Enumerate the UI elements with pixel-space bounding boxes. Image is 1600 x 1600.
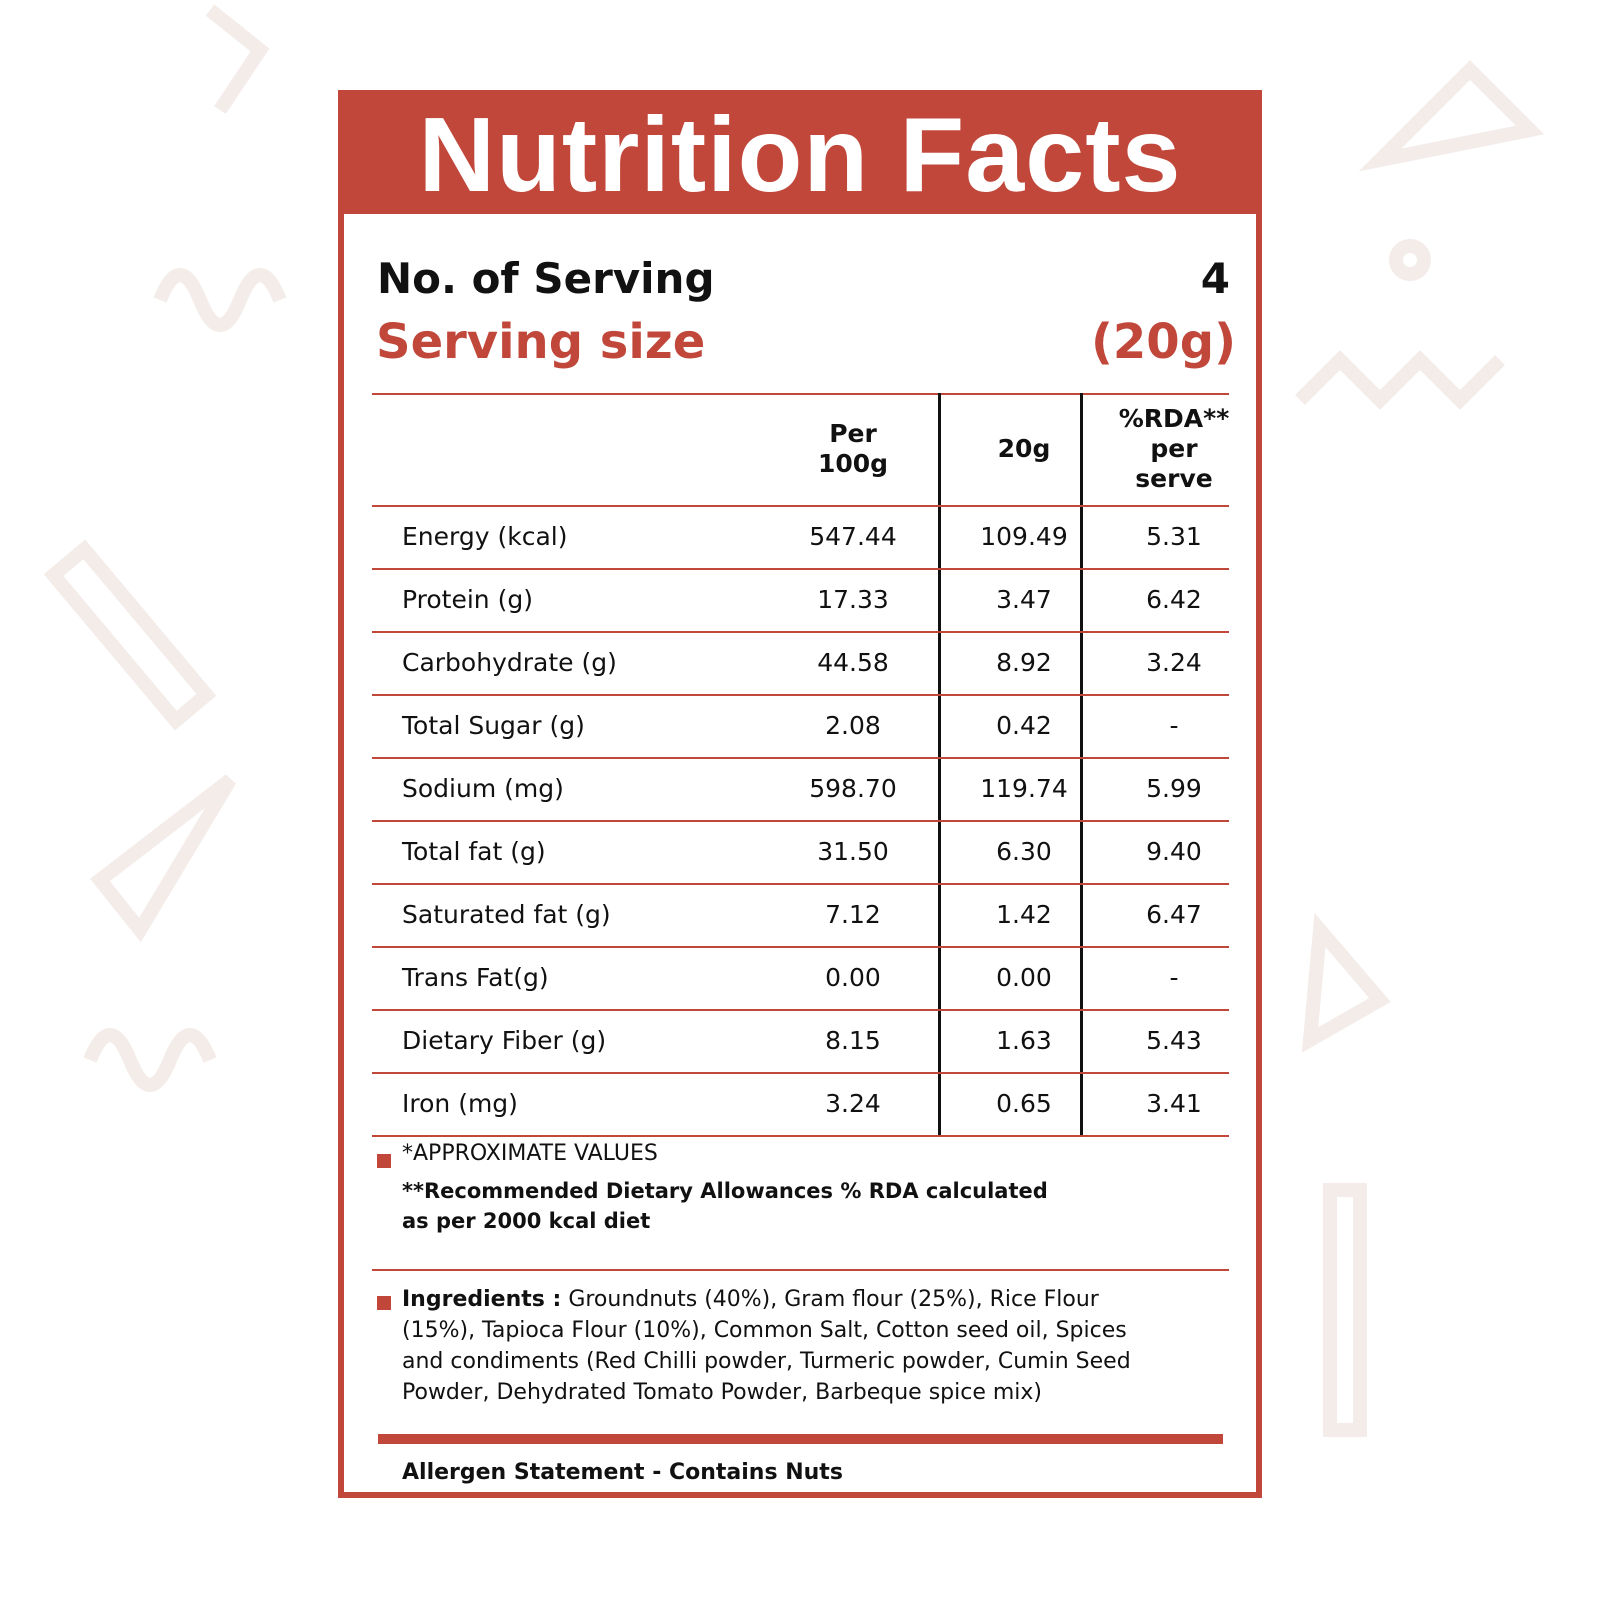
cell-value: 8.15 [825, 1026, 881, 1055]
divider [372, 505, 1229, 507]
row-label: Sodium (mg) [402, 774, 564, 803]
divider [372, 393, 1229, 395]
row-label: Total fat (g) [402, 837, 546, 866]
cell-value: 44.58 [817, 648, 889, 677]
divider [372, 1135, 1229, 1137]
cell-value: 598.70 [809, 774, 897, 803]
cell-value: 3.24 [1146, 648, 1202, 677]
divider [372, 757, 1229, 759]
row-label: Total Sugar (g) [402, 711, 585, 740]
cell-value: 109.49 [980, 522, 1068, 551]
header-line: Per [829, 419, 877, 448]
header-line: serve [1135, 464, 1213, 493]
cell-value: 7.12 [825, 900, 881, 929]
cell-value: 6.30 [996, 837, 1052, 866]
cell-value: 547.44 [809, 522, 897, 551]
divider [372, 568, 1229, 570]
divider [372, 946, 1229, 948]
row-label: Carbohydrate (g) [402, 648, 617, 677]
row-label: Protein (g) [402, 585, 533, 614]
divider [372, 1009, 1229, 1011]
bullet [377, 1154, 391, 1168]
cell-value: 0.42 [996, 711, 1052, 740]
header-line: 100g [817, 449, 889, 478]
note-approximate: *APPROXIMATE VALUES [402, 1141, 658, 1166]
divider [372, 1072, 1229, 1074]
row-label: Trans Fat(g) [402, 963, 549, 992]
cell-value: 1.63 [996, 1026, 1052, 1055]
divider [372, 883, 1229, 885]
divider [372, 1269, 1229, 1271]
row-label: Energy (kcal) [402, 522, 568, 551]
cell-value: 3.47 [996, 585, 1052, 614]
ingredients-text: Groundnuts (40%), Gram flour (25%), Rice… [402, 1287, 1131, 1405]
title-band [344, 96, 1256, 214]
nutrition-table: Per 100g 20g %RDA** per serve Energy (kcal) 547… [344, 96, 1256, 1196]
bullet [377, 1296, 391, 1310]
title: Nutrition Facts [418, 96, 1182, 214]
header-line: 20g [997, 434, 1051, 463]
divider [372, 631, 1229, 633]
cell-value: 2.08 [825, 711, 881, 740]
row-label: Saturated fat (g) [402, 900, 611, 929]
cell-value: 31.50 [817, 837, 889, 866]
cell-value: 6.47 [1146, 900, 1202, 929]
cell-value: 0.00 [996, 963, 1052, 992]
cell-value: 5.43 [1146, 1026, 1202, 1055]
ingredients-label: Ingredients : [402, 1287, 562, 1312]
cell-value: 1.42 [996, 900, 1052, 929]
cell-value: 5.99 [1146, 774, 1202, 803]
column-header: Per 100g [753, 419, 953, 479]
nutrition-card: Nutrition Facts No. of Serving 4 Serving… [338, 90, 1262, 1498]
column-header: 20g [954, 434, 1094, 464]
header-line: per [1150, 434, 1198, 463]
column-header: %RDA** per serve [1104, 404, 1244, 494]
cell-value: 6.42 [1146, 585, 1202, 614]
thick-bar [378, 1434, 1223, 1444]
cell-value: 9.40 [1146, 837, 1202, 866]
cell-value: - [1169, 963, 1179, 992]
serving-size-label: Serving size [376, 314, 706, 370]
divider [372, 694, 1229, 696]
cell-value: 3.24 [825, 1089, 881, 1118]
cell-value: 8.92 [996, 648, 1052, 677]
column-divider [938, 393, 941, 1135]
cell-value: 5.31 [1146, 522, 1202, 551]
note-rda: **Recommended Dietary Allowances % RDA c… [402, 1179, 1048, 1233]
header-line: %RDA** [1118, 404, 1230, 433]
cell-value: 119.74 [980, 774, 1068, 803]
cell-value: 0.65 [996, 1089, 1052, 1118]
serving-size-value: (20g) [1090, 314, 1236, 370]
divider [372, 820, 1229, 822]
ingredients: Ingredients : Groundnuts (40%), Gram flo… [402, 1284, 1172, 1408]
cell-value: - [1169, 711, 1179, 740]
cell-value: 0.00 [825, 963, 881, 992]
serving-label: No. of Serving [377, 254, 715, 303]
row-label: Dietary Fiber (g) [402, 1026, 607, 1055]
column-divider [1080, 393, 1083, 1135]
allergen: Allergen Statement - Contains Nuts [402, 1460, 843, 1485]
cell-value: 17.33 [817, 585, 889, 614]
serving-value: 4 [1200, 254, 1230, 303]
cell-value: 3.41 [1146, 1089, 1202, 1118]
row-label: Iron (mg) [402, 1089, 518, 1118]
